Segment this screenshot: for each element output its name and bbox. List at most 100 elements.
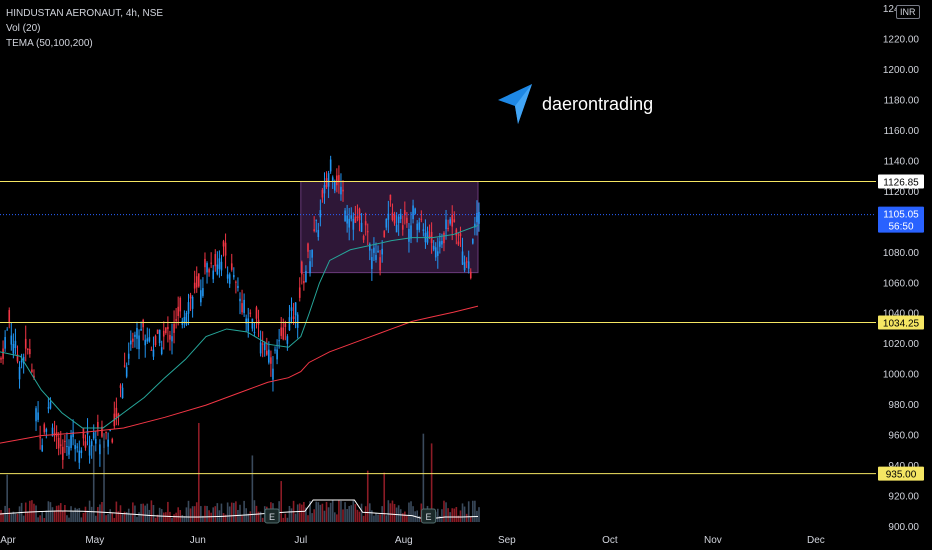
- volume-bar: [457, 515, 460, 522]
- volume-bar: [404, 511, 406, 522]
- volume-bar: [348, 506, 350, 522]
- candle-body: [136, 327, 138, 339]
- candle-body: [86, 431, 89, 435]
- candle-body: [265, 350, 268, 355]
- volume-bar: [51, 507, 54, 522]
- volume-bar: [80, 517, 83, 522]
- candle-body: [138, 335, 140, 350]
- candle-body: [467, 261, 470, 269]
- candle-body: [210, 262, 212, 264]
- volume-bar: [243, 500, 245, 522]
- candle-body: [88, 445, 91, 456]
- volume-bar: [455, 507, 458, 522]
- volume-bar: [461, 503, 464, 522]
- volume-bar: [175, 512, 177, 522]
- candle-body: [412, 205, 414, 220]
- candle-body: [233, 275, 235, 278]
- volume-bar: [352, 500, 355, 522]
- volume-bar: [313, 509, 315, 522]
- candle-body: [292, 316, 295, 320]
- candle-body: [401, 225, 404, 230]
- candle-body: [350, 215, 353, 219]
- volume-bar: [204, 505, 206, 522]
- candle-body: [2, 348, 4, 359]
- volume-bar: [117, 511, 120, 522]
- volume-bar: [208, 510, 210, 522]
- candle-body: [39, 437, 41, 439]
- volume-bar: [459, 510, 462, 522]
- volume-bar: [247, 513, 250, 522]
- y-tick-label: 1120.00: [884, 187, 920, 198]
- candle-body: [311, 249, 313, 258]
- volume-bar: [173, 514, 175, 522]
- volume-bar: [202, 515, 204, 522]
- candle-body: [4, 337, 6, 349]
- x-tick-label: Dec: [807, 535, 825, 546]
- tema-slow-line: [0, 305, 479, 444]
- candle-body: [472, 238, 474, 244]
- volume-bar: [181, 515, 184, 522]
- volume-bar: [301, 504, 303, 522]
- candle-body: [404, 210, 406, 216]
- candle-body: [45, 429, 48, 432]
- candle-body: [294, 302, 297, 316]
- volume-bar: [385, 515, 388, 522]
- candle-body: [14, 340, 17, 348]
- volume-bar: [64, 505, 66, 522]
- candle-body: [235, 281, 237, 283]
- volume-bar: [74, 507, 76, 522]
- candle-body: [443, 232, 445, 244]
- candle-body: [336, 175, 338, 186]
- level-price-tag: [878, 174, 924, 189]
- candle-body: [282, 327, 285, 340]
- volume-bar: [0, 510, 2, 522]
- volume-bar: [311, 513, 313, 522]
- volume-bar: [206, 505, 208, 522]
- tema-indicator-label: TEMA (50,100,200): [6, 38, 93, 49]
- volume-bar: [33, 503, 35, 522]
- range-box: [300, 180, 479, 274]
- volume-bar: [389, 503, 392, 522]
- currency-label[interactable]: INR: [896, 5, 920, 19]
- volume-bar: [123, 511, 126, 522]
- candle-body: [226, 274, 229, 279]
- y-tick-label: 980.00: [888, 400, 919, 411]
- volume-bar: [445, 502, 447, 522]
- candle-body: [455, 229, 458, 236]
- candle-body: [278, 340, 280, 342]
- candle-body: [76, 446, 79, 448]
- candle-body: [140, 329, 142, 331]
- candle-body: [185, 313, 188, 325]
- volume-bar: [66, 515, 68, 522]
- volume-bar: [6, 474, 8, 522]
- candle-body: [280, 327, 283, 336]
- candle-body: [109, 430, 111, 432]
- candle-body: [160, 347, 163, 354]
- volume-bar: [148, 509, 151, 522]
- volume-bar: [138, 512, 140, 522]
- candle-body: [101, 426, 103, 437]
- volume-bar: [391, 500, 394, 522]
- volume-bar: [113, 517, 116, 522]
- candle-body: [436, 251, 439, 256]
- volume-bar: [338, 500, 340, 522]
- candle-body: [399, 213, 402, 219]
- candle-body: [148, 337, 151, 342]
- candle-body: [426, 231, 429, 243]
- candle-body: [418, 222, 421, 230]
- volume-bar: [59, 503, 62, 522]
- candle-body: [414, 208, 416, 214]
- volume-bar: [111, 512, 114, 522]
- candle-body: [469, 271, 472, 279]
- candle-body: [373, 247, 375, 253]
- candle-body: [315, 219, 318, 221]
- volume-bar: [105, 515, 107, 522]
- candle-body: [354, 216, 357, 223]
- volume-bar: [189, 508, 192, 522]
- candle-body: [270, 357, 272, 364]
- candle-body: [197, 273, 200, 287]
- candle-body: [33, 375, 35, 379]
- countdown-label: 56:50: [888, 222, 913, 233]
- candle-body: [276, 349, 278, 360]
